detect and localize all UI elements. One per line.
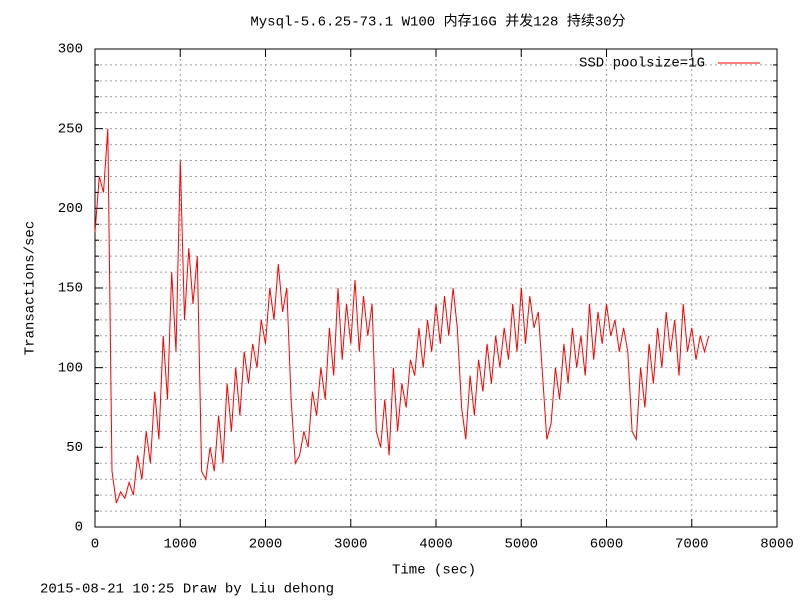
- y-tick-label: 150: [58, 281, 83, 297]
- x-tick-label: 6000: [590, 537, 624, 553]
- y-tick-label: 250: [58, 121, 83, 137]
- y-tick-label: 0: [75, 520, 83, 536]
- y-tick-label: 200: [58, 201, 83, 217]
- x-tick-label: 0: [91, 537, 99, 553]
- chart-title: Mysql-5.6.25-73.1 W100 内存16G 并发128 持续30分: [250, 13, 625, 31]
- y-tick-label: 300: [58, 42, 83, 58]
- x-tick-label: 3000: [334, 537, 368, 553]
- x-tick-label: 8000: [760, 537, 794, 553]
- x-tick-label: 2000: [249, 537, 283, 553]
- x-tick-label: 7000: [675, 537, 709, 553]
- x-tick-label: 4000: [419, 537, 453, 553]
- x-axis-label: Time (sec): [392, 563, 476, 579]
- x-tick-label: 5000: [504, 537, 538, 553]
- y-tick-label: 100: [58, 360, 83, 376]
- y-tick-label: 50: [66, 440, 83, 456]
- legend-label: SSD poolsize=1G: [579, 56, 705, 72]
- x-tick-label: 1000: [163, 537, 197, 553]
- plot-border: [94, 48, 778, 528]
- y-axis-label: Transactions/sec: [23, 221, 39, 355]
- data-line: [94, 128, 710, 504]
- footer: 2015-08-21 10:25 Draw by Liu dehong: [40, 582, 334, 598]
